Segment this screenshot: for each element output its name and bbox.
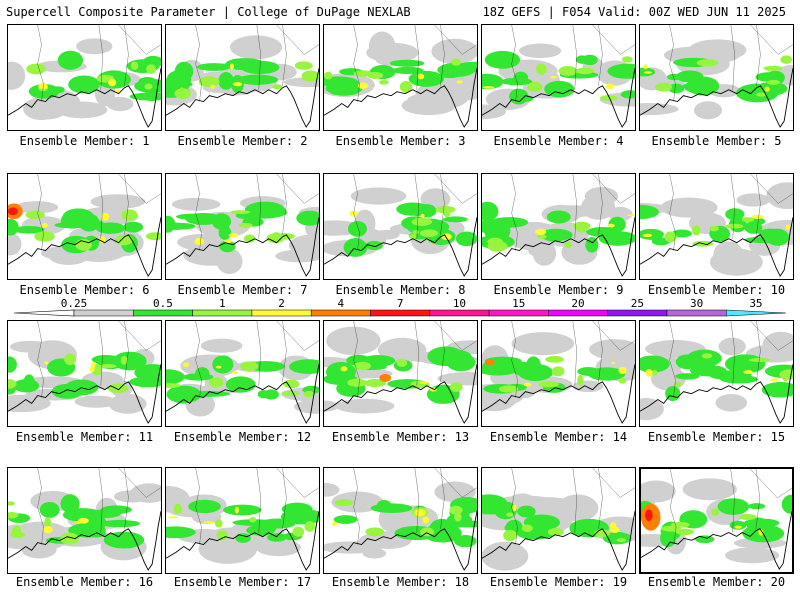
ensemble-panel-12 (165, 320, 320, 427)
panel-map (8, 321, 161, 424)
map-title: Supercell Composite Parameter | College … (6, 5, 411, 19)
panel-map (482, 174, 635, 277)
ensemble-member-label: Ensemble Member: 3 (335, 134, 466, 148)
panel-map (166, 25, 319, 128)
scale-tick-label: 4 (337, 297, 345, 310)
panel-map (482, 468, 635, 571)
ensemble-panel-5 (639, 24, 794, 131)
ensemble-panel-14 (481, 320, 636, 427)
ensemble-member-label: Ensemble Member: 1 (19, 134, 150, 148)
scale-swatch (607, 309, 668, 317)
ensemble-panel-3 (323, 24, 478, 131)
panel-map (324, 321, 477, 424)
ensemble-panel-15 (639, 320, 794, 427)
ensemble-member-label: Ensemble Member: 14 (489, 430, 628, 444)
panel-map (640, 174, 793, 277)
ensemble-panel-17 (165, 467, 320, 574)
scale-swatch (370, 309, 431, 317)
ensemble-panel-13 (323, 320, 478, 427)
scale-swatch (548, 309, 608, 317)
scale-tick-label: 1 (218, 297, 226, 310)
valid-time: 18Z GEFS | F054 Valid: 00Z WED JUN 11 20… (482, 5, 786, 19)
scale-tick-label: 10 (452, 297, 467, 310)
ensemble-member-label: Ensemble Member: 10 (647, 283, 786, 297)
color-scale: 0.25 0.5 1 2 4 7 10 15 20 25 30 35 (0, 297, 800, 321)
ensemble-panel-9 (481, 173, 636, 280)
scale-swatch (429, 309, 490, 317)
ensemble-panel-18 (323, 467, 478, 574)
ensemble-member-label: Ensemble Member: 18 (331, 575, 470, 589)
ensemble-panel-16 (7, 467, 162, 574)
scale-tick-label: 15 (512, 297, 526, 310)
scale-tick-label: 30 (690, 297, 704, 310)
ensemble-member-label: Ensemble Member: 6 (19, 283, 150, 297)
ensemble-panel-20 (639, 467, 794, 574)
panel-map (482, 25, 635, 128)
panel-map (8, 25, 161, 128)
ensemble-panel-11 (7, 320, 162, 427)
scale-tick-label: 7 (396, 297, 404, 310)
ensemble-member-label: Ensemble Member: 16 (15, 575, 154, 589)
ensemble-member-label: Ensemble Member: 4 (493, 134, 624, 148)
ensemble-member-label: Ensemble Member: 11 (15, 430, 154, 444)
ensemble-member-label: Ensemble Member: 7 (177, 283, 308, 297)
panel-map (324, 174, 477, 277)
ensemble-member-label: Ensemble Member: 20 (647, 575, 786, 589)
ensemble-panel-10 (639, 173, 794, 280)
scale-tick-label: 0.5 (153, 297, 173, 310)
ensemble-panel-1 (7, 24, 162, 131)
panel-map (166, 321, 319, 424)
ensemble-member-label: Ensemble Member: 13 (331, 430, 470, 444)
ensemble-member-label: Ensemble Member: 5 (651, 134, 782, 148)
panel-map (640, 25, 793, 128)
ensemble-member-label: Ensemble Member: 19 (489, 575, 628, 589)
scale-swatch (192, 309, 253, 317)
panel-map (8, 468, 161, 571)
ensemble-member-label: Ensemble Member: 2 (177, 134, 308, 148)
ensemble-panel-7 (165, 173, 320, 280)
panel-map (324, 25, 477, 128)
scale-tick-label: 35 (749, 297, 763, 310)
panel-map (166, 468, 319, 571)
ensemble-member-label: Ensemble Member: 12 (173, 430, 312, 444)
scale-swatch (310, 309, 371, 317)
ensemble-member-label: Ensemble Member: 15 (647, 430, 786, 444)
scale-tick-label: 20 (571, 297, 585, 310)
ensemble-panel-4 (481, 24, 636, 131)
panel-map (166, 174, 319, 277)
panel-map (324, 468, 477, 571)
ensemble-panel-19 (481, 467, 636, 574)
scale-swatch (73, 309, 134, 317)
scale-left-arrow (13, 309, 75, 317)
ensemble-member-label: Ensemble Member: 9 (493, 283, 624, 297)
color-scale-bar (13, 309, 786, 317)
ensemble-member-label: Ensemble Member: 17 (173, 575, 312, 589)
scale-swatch (666, 309, 727, 317)
ensemble-member-label: Ensemble Member: 8 (335, 283, 466, 297)
scale-swatch (726, 309, 786, 317)
panel-map (8, 174, 161, 277)
scale-tick-label: 25 (630, 297, 644, 310)
scale-swatch (251, 309, 312, 317)
ensemble-panel-8 (323, 173, 478, 280)
ensemble-panel-2 (165, 24, 320, 131)
panel-map (482, 321, 635, 424)
scale-tick-label: 0.25 (60, 297, 88, 310)
scale-tick-label: 2 (278, 297, 285, 310)
panel-map (641, 469, 792, 570)
scale-swatch (133, 309, 193, 317)
panel-map (640, 321, 793, 424)
scale-swatch (488, 309, 549, 317)
ensemble-panel-6 (7, 173, 162, 280)
